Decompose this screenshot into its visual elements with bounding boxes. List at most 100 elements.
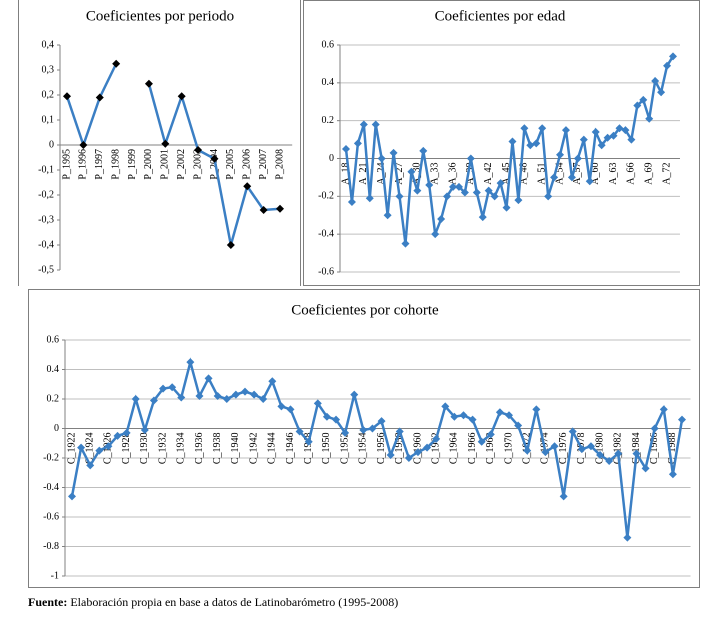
point-marker [477, 437, 486, 446]
point-marker [177, 393, 186, 402]
y-tick-label: -0,2 [38, 189, 54, 200]
point-marker [641, 464, 650, 473]
footer-text: Elaboración propia en base a datos de La… [70, 595, 398, 609]
point-marker [419, 146, 428, 155]
point-marker [342, 145, 350, 154]
point-marker [614, 449, 623, 458]
point-marker [243, 182, 252, 191]
x-tick-label: C_1956 [376, 433, 387, 465]
x-tick-label: P_1996 [78, 149, 89, 180]
point-marker [347, 198, 356, 207]
point-marker [368, 424, 377, 433]
point-marker [79, 141, 88, 149]
point-marker [359, 425, 368, 434]
point-marker [443, 192, 452, 201]
point-marker [450, 412, 459, 421]
x-tick-label: A_27 [394, 163, 405, 185]
point-marker [568, 427, 577, 436]
x-tick-label: C_1924 [85, 433, 96, 465]
x-tick-label: C_1958 [394, 433, 405, 465]
point-marker [505, 411, 514, 420]
x-tick-label: P_2003 [192, 149, 203, 180]
y-tick-label: -0.4 [318, 228, 334, 239]
point-marker [609, 131, 618, 140]
point-marker [204, 374, 213, 383]
point-marker [161, 139, 170, 148]
point-marker [659, 405, 668, 414]
x-tick-label: A_57 [572, 163, 583, 185]
point-marker [468, 415, 477, 424]
x-tick-label: A_21 [358, 163, 369, 185]
x-tick-label: A_69 [644, 163, 655, 185]
x-tick-label: A_18 [340, 163, 351, 185]
x-tick-label: P_2001 [160, 149, 171, 180]
point-marker [556, 150, 565, 159]
x-tick-label: C_1968 [485, 433, 496, 465]
point-marker [95, 446, 104, 455]
point-marker [490, 192, 499, 201]
x-tick-label: A_36 [447, 163, 458, 185]
x-tick-label: A_48 [519, 163, 530, 185]
point-marker [268, 377, 277, 386]
point-marker [332, 415, 341, 424]
y-tick-label: 0.2 [322, 115, 335, 126]
point-marker [657, 88, 666, 97]
x-tick-label: C_1930 [139, 433, 150, 465]
point-marker [633, 101, 642, 110]
x-tick-label: P_1995 [61, 149, 72, 180]
footer-label: Fuente: [28, 595, 67, 609]
point-marker [365, 194, 374, 203]
point-marker [140, 425, 149, 434]
chart-title: Coeficientes por edad [435, 8, 566, 24]
y-tick-label: 0.4 [322, 77, 335, 88]
x-tick-label: A_72 [661, 163, 672, 185]
x-tick-label: C_1988 [667, 433, 678, 465]
point-marker [441, 402, 450, 411]
point-marker [484, 186, 493, 195]
x-tick-label: A_42 [483, 163, 494, 185]
x-tick-label: P_2008 [274, 149, 285, 180]
x-tick-label: C_1952 [339, 433, 350, 465]
y-tick-label: -0,4 [38, 239, 54, 250]
x-tick-label: P_2007 [258, 149, 269, 180]
point-marker [95, 93, 104, 102]
y-tick-label: 0 [54, 423, 59, 434]
x-tick-label: P_2005 [225, 149, 236, 180]
x-tick-label: C_1946 [285, 433, 296, 465]
point-marker [112, 59, 121, 68]
point-marker [313, 399, 322, 408]
point-marker [668, 470, 677, 479]
point-marker [597, 141, 606, 150]
point-marker [567, 173, 576, 182]
point-marker [68, 492, 76, 501]
x-tick-label: C_1984 [631, 433, 642, 465]
x-tick-label: P_2006 [242, 149, 253, 180]
point-marker [591, 128, 600, 137]
point-marker [526, 141, 535, 150]
point-marker [231, 390, 240, 399]
point-marker [195, 392, 204, 401]
point-marker [632, 449, 641, 458]
point-marker [371, 120, 380, 129]
x-tick-label: C_1938 [212, 433, 223, 465]
point-marker [541, 448, 550, 457]
point-marker [389, 148, 398, 157]
x-tick-label: C_1986 [649, 433, 660, 465]
x-tick-label: C_1980 [594, 433, 605, 465]
point-marker [603, 133, 612, 142]
x-tick-label: A_66 [626, 163, 637, 185]
x-tick-label: C_1942 [248, 433, 259, 465]
x-tick-label: A_39 [465, 163, 476, 185]
point-marker [63, 92, 71, 101]
x-tick-label: C_1940 [230, 433, 241, 465]
x-tick-label: A_63 [608, 163, 619, 185]
point-marker [359, 120, 368, 129]
point-marker [383, 211, 392, 220]
x-tick-label: P_1997 [94, 149, 105, 180]
point-marker [432, 434, 441, 443]
point-marker [669, 52, 677, 61]
point-marker [650, 424, 659, 433]
y-tick-label: -0,3 [38, 214, 54, 225]
point-marker [144, 79, 153, 88]
x-tick-label: P_1998 [110, 149, 121, 180]
